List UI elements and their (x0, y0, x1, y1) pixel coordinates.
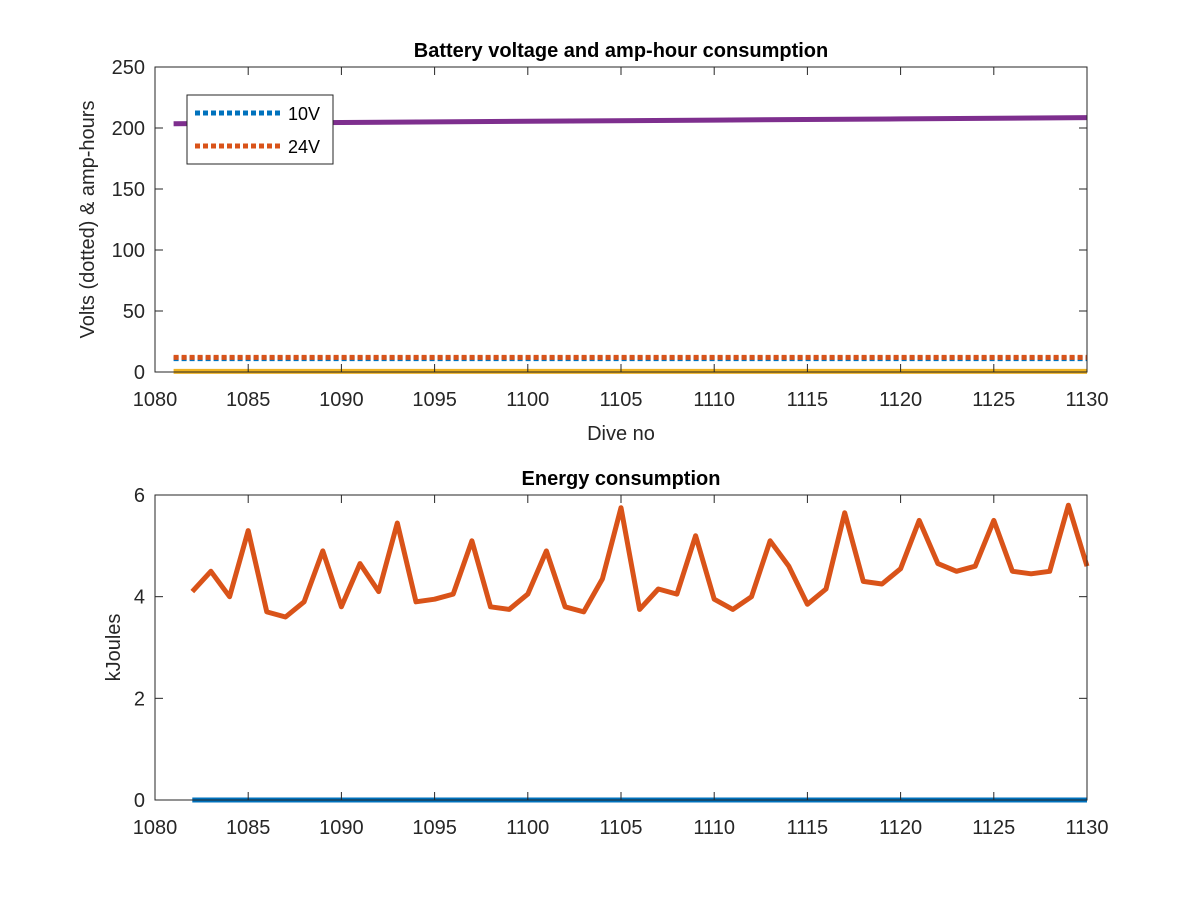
x-tick-label: 1080 (133, 817, 178, 839)
x-tick-label: 1110 (693, 817, 735, 839)
y-tick-label: 0 (134, 790, 145, 812)
x-tick-label: 1100 (506, 817, 549, 839)
series-line-1 (190, 502, 1090, 620)
x-tick-label: 1100 (506, 389, 549, 411)
x-tick-label: 1090 (319, 389, 364, 411)
voltage-axes: 1080 1085 1090 1095 1100 1105 1110 1115 1120 1125… (77, 40, 1109, 445)
x-tick-label: 1115 (787, 817, 829, 839)
x-tick-label: 1105 (599, 817, 642, 839)
y-axis-label: Volts (dotted) & amp-hours (77, 101, 99, 339)
y-tick-label: 250 (112, 57, 145, 79)
x-tick-label: 1085 (226, 389, 271, 411)
x-tick-label: 1130 (1065, 389, 1108, 411)
energy-axes: 1080 1085 1090 1095 1100 1105 1110 1115 1120 1125… (103, 468, 1109, 839)
plot-area (155, 495, 1087, 800)
x-tick-label: 1095 (412, 389, 457, 411)
x-tick-label: 1120 (879, 389, 922, 411)
y-tick-label: 150 (112, 179, 145, 201)
x-tick-label: 1080 (133, 389, 178, 411)
legend-box (186, 94, 334, 165)
chart-title: Energy consumption (522, 468, 721, 490)
x-tick-label: 1130 (1065, 817, 1108, 839)
x-tick-label: 1105 (599, 389, 642, 411)
tick-layer: 1080 1085 1090 1095 1100 1105 1110 1115 1120 1125… (112, 57, 1109, 411)
y-tick-label: 0 (134, 362, 145, 384)
x-axis-label: Dive no (587, 423, 655, 445)
y-tick-label: 4 (134, 587, 145, 609)
x-tick-label: 1110 (693, 389, 735, 411)
x-tick-label: 1125 (972, 817, 1015, 839)
x-tick-label: 1125 (972, 389, 1015, 411)
series-layer (173, 115, 1088, 374)
y-tick-label: 200 (112, 118, 145, 140)
x-tick-label: 1090 (319, 817, 364, 839)
tick-layer: 1080 1085 1090 1095 1100 1105 1110 1115 1120 1125… (133, 485, 1109, 839)
y-tick-label: 2 (134, 688, 145, 710)
x-tick-label: 1120 (879, 817, 922, 839)
legend-label-10v: 10V (288, 104, 320, 124)
x-tick-label: 1085 (226, 817, 271, 839)
chart-title: Battery voltage and amp-hour consumption (414, 40, 828, 62)
y-tick-label: 6 (134, 485, 145, 507)
y-tick-label: 50 (123, 301, 145, 323)
legend-label-24v: 24V (288, 137, 320, 157)
x-tick-label: 1115 (787, 389, 829, 411)
y-tick-label: 100 (112, 240, 145, 262)
x-tick-label: 1095 (412, 817, 457, 839)
y-axis-label: kJoules (103, 614, 125, 682)
legend: 10V 24V (186, 94, 334, 165)
